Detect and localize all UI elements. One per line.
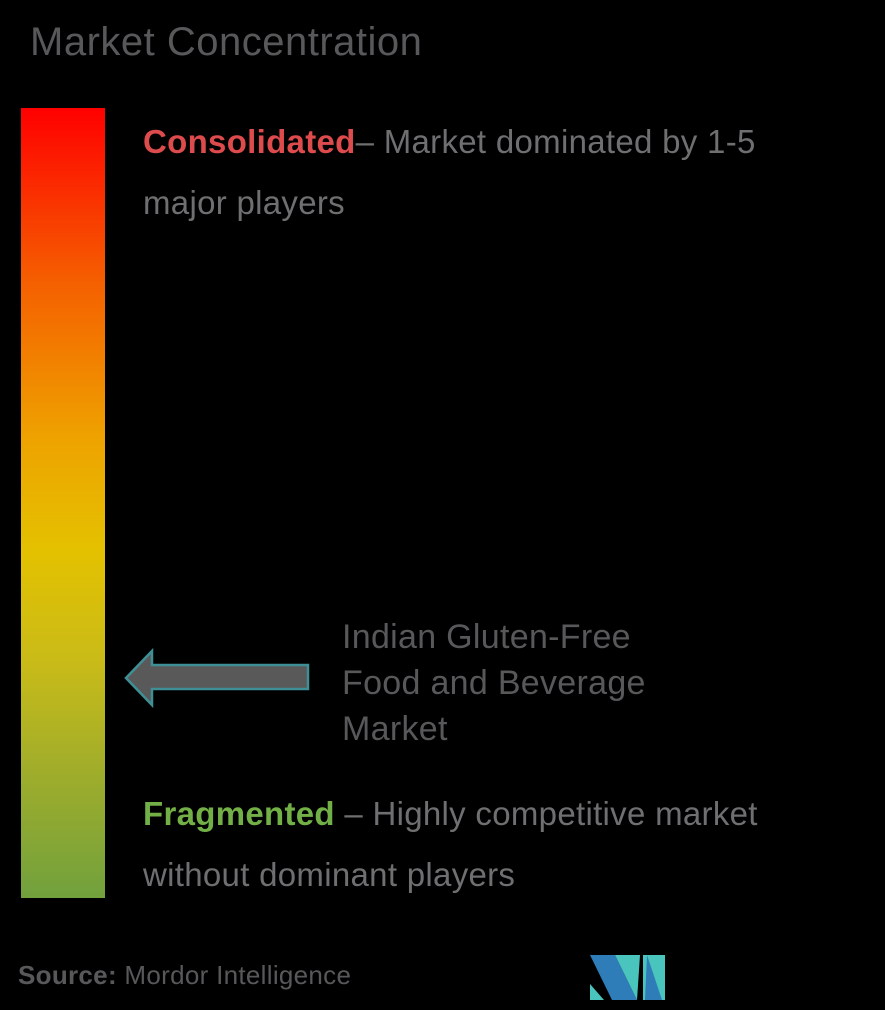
market-name-line-2: Food and Beverage (342, 664, 646, 702)
fragmented-term: Fragmented (143, 795, 335, 832)
concentration-gradient-bar (21, 108, 105, 898)
left-arrow-icon (124, 648, 310, 708)
fragmented-description: – Highly competitive market without domi… (143, 795, 758, 893)
consolidated-description: – Market dominated by 1-5 major players (143, 123, 756, 221)
market-name-line-3: Market (342, 710, 448, 748)
page-title: Market Concentration (30, 20, 423, 64)
market-name-line-1: Indian Gluten-Free (342, 618, 631, 656)
fragmented-label: Fragmented – Highly competitive market w… (143, 783, 853, 905)
mordor-intelligence-logo (590, 955, 665, 1000)
market-name-label: Indian Gluten-Free Food and Beverage Mar… (342, 614, 646, 752)
source-attribution: Source: Mordor Intelligence (18, 955, 351, 995)
source-value: Mordor Intelligence (116, 960, 352, 990)
consolidated-label: Consolidated– Market dominated by 1-5 ma… (143, 111, 815, 233)
source-label: Source: (18, 960, 117, 990)
consolidated-term: Consolidated (143, 123, 356, 160)
